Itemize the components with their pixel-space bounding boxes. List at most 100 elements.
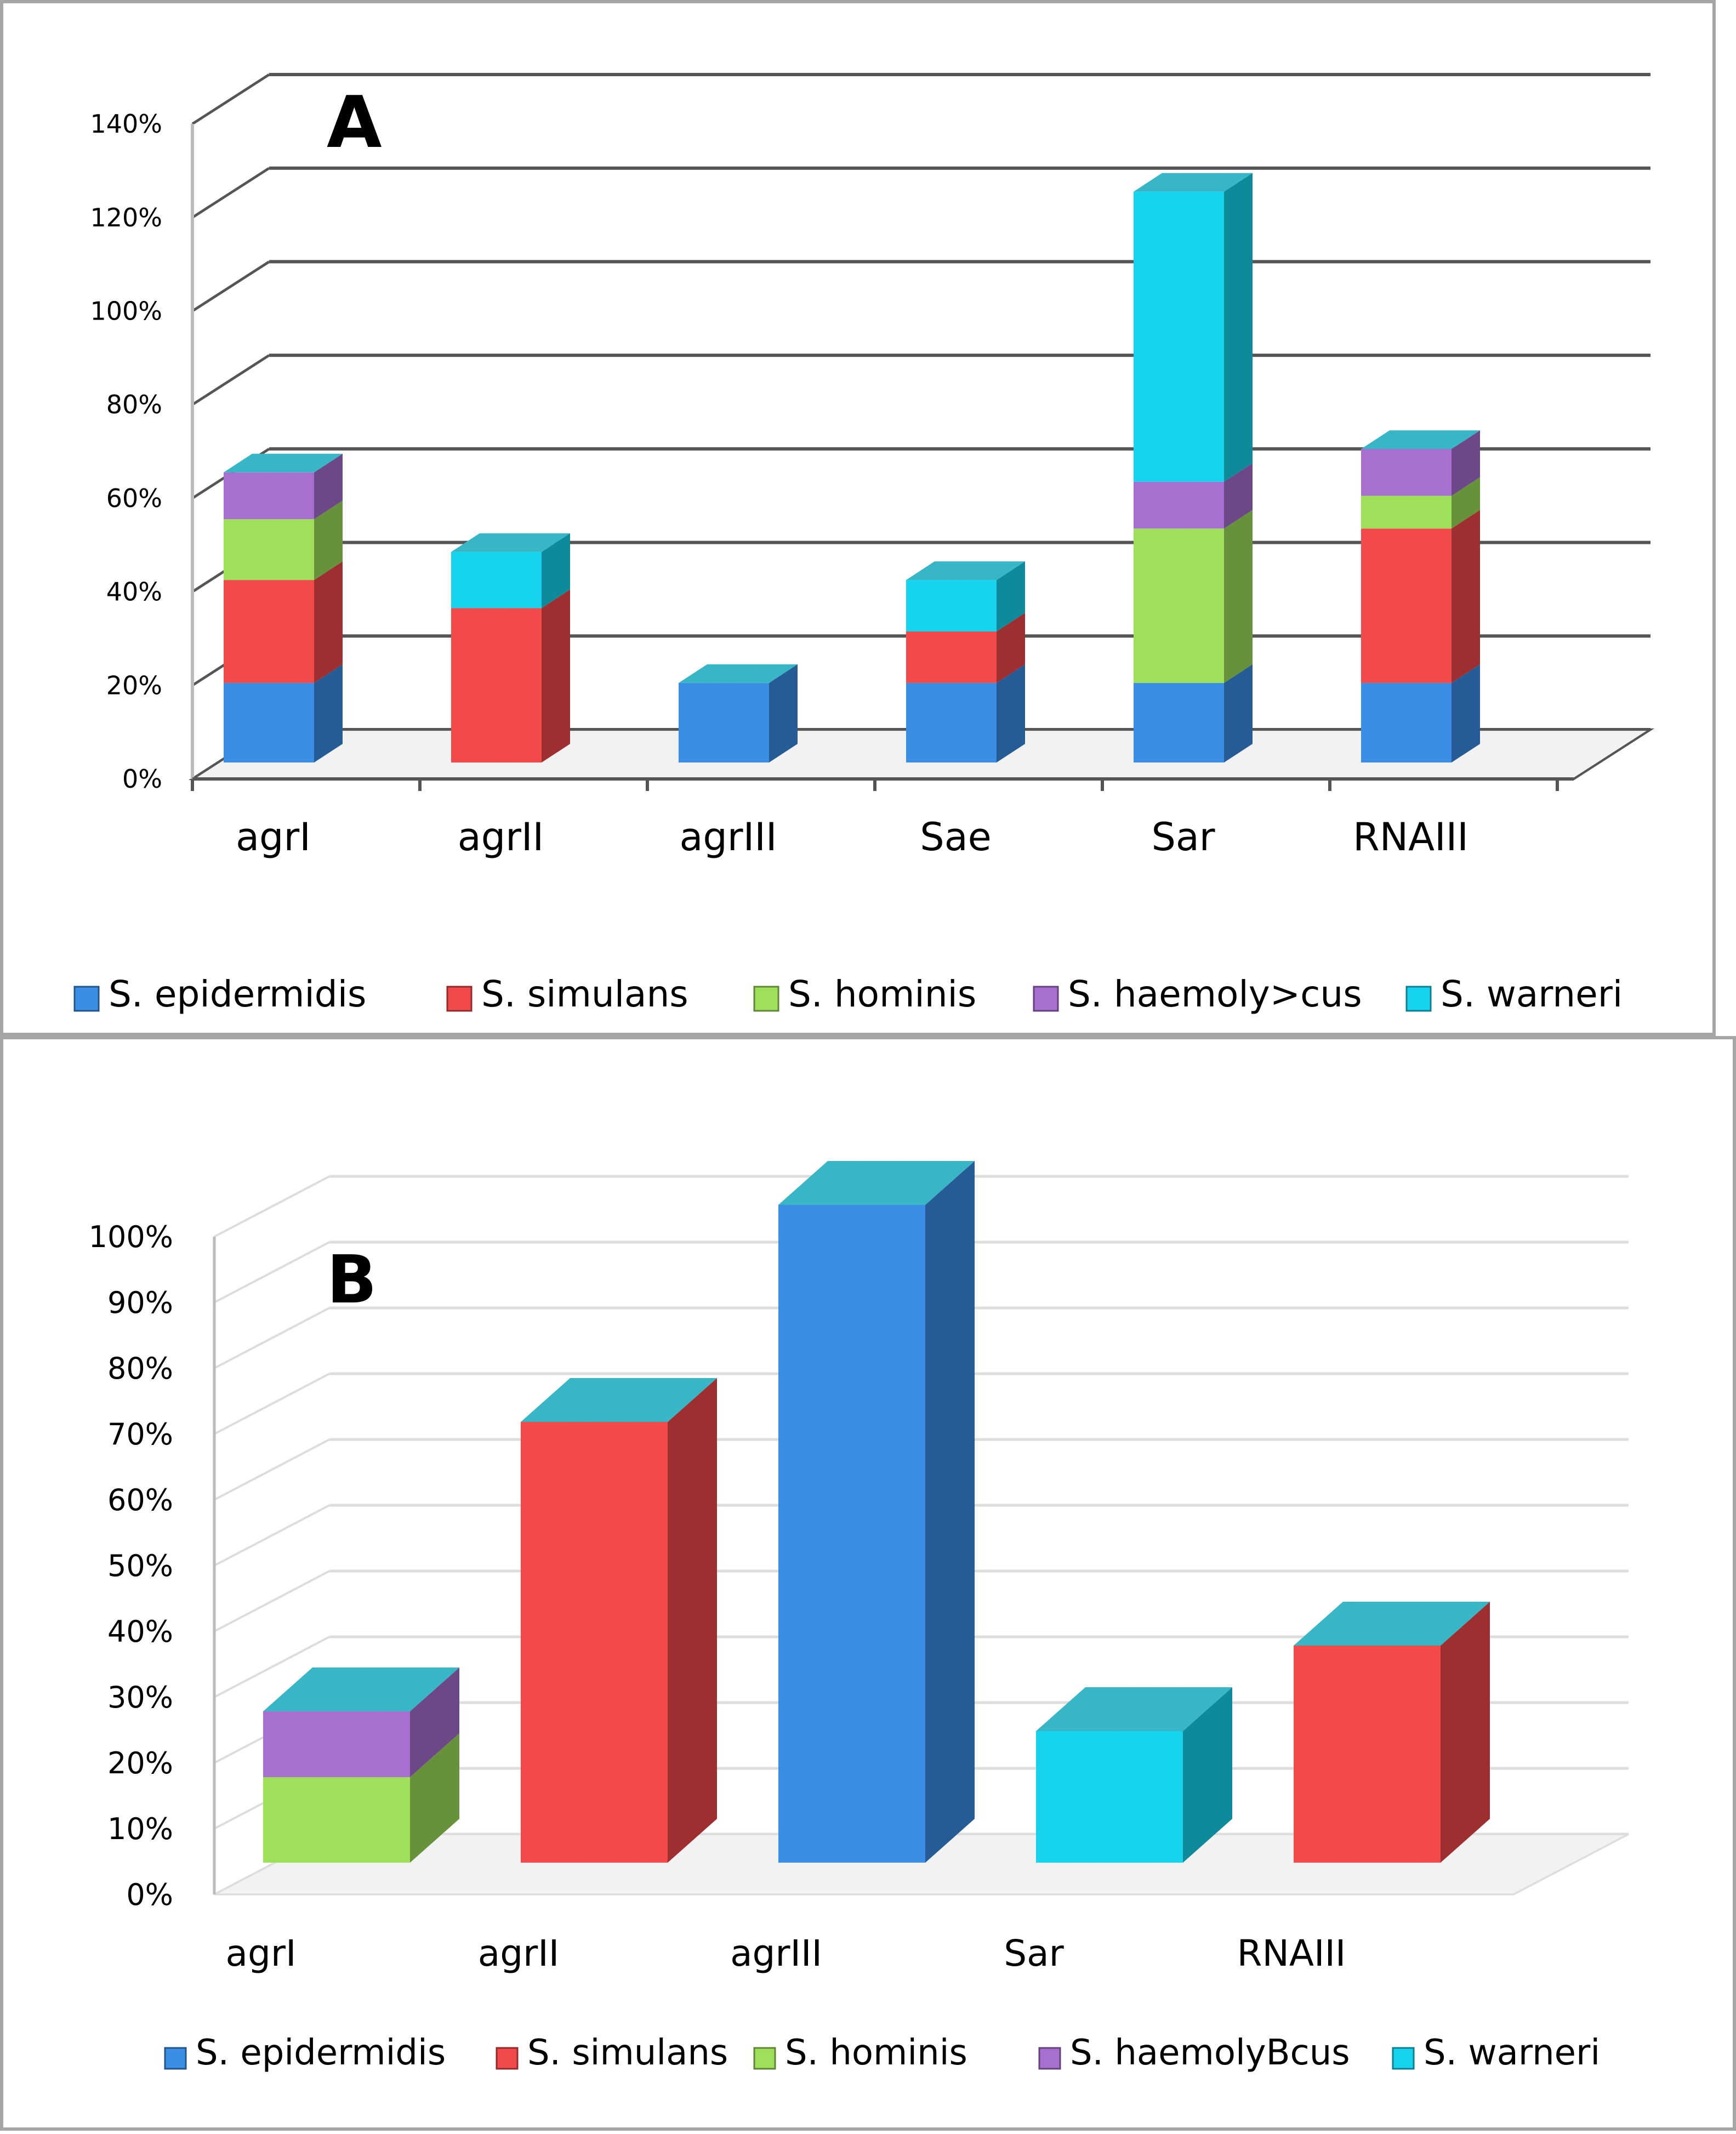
- y-tick-label: 80%: [106, 390, 162, 419]
- x-tick-label: agrII: [458, 815, 544, 860]
- bar-segment-s-haemolyticus-agri: [263, 1668, 459, 1777]
- y-tick-label: 50%: [107, 1549, 173, 1583]
- bar-segment-s-warneri-sar: [1134, 173, 1253, 482]
- chart-b-legend: S. epidermidis S. simulans S. hominis S. ha…: [164, 2033, 1600, 2073]
- bar-segment-s-haemolyticus-rnaiii: [1361, 430, 1480, 496]
- legend-item-s-warneri: S. warneri: [1405, 973, 1623, 1015]
- bar-segment-s-haemolyticus-agri: [224, 453, 343, 520]
- legend-label: S. warneri: [1441, 973, 1623, 1015]
- bar-segment-s-epidermidis-sar: [1134, 664, 1253, 762]
- bar-segment-s-haemolyticus-sar: [1134, 463, 1253, 529]
- legend-swatch: [753, 2047, 776, 2070]
- bar-segment-s-epidermidis-agriii: [778, 1161, 975, 1863]
- bar-top-agriii: [778, 1161, 975, 1205]
- legend-item-s-epidermidis: S. epidermidis: [164, 2033, 446, 2073]
- legend-label: S. epidermidis: [109, 973, 366, 1015]
- legend-swatch: [1405, 986, 1432, 1012]
- bar-segment-s-simulans-rnaiii: [1361, 510, 1480, 683]
- gridline-side: [191, 167, 270, 219]
- bar-segment-s-warneri-sae: [906, 561, 1025, 631]
- y-tick-label: 20%: [107, 1746, 173, 1780]
- panel-label-a: A: [327, 81, 382, 164]
- chart-panel-b: 0% 10% 20% 30% 40% 50% 60% 70% 80% 90% 100% agrI ag…: [0, 1036, 1736, 2131]
- y-tick-label: 80%: [107, 1351, 173, 1386]
- bar-segment-s-hominis-agri: [224, 500, 343, 581]
- bar-segment-s-simulans-agrii: [521, 1378, 717, 1863]
- chart-a-bars: [224, 173, 1480, 762]
- legend-label: S. simulans: [481, 973, 688, 1015]
- x-tick-label: agrIII: [679, 815, 777, 860]
- legend-label: S. warneri: [1424, 2033, 1600, 2073]
- chart-b-x-labels: agrI agrII agrIII Sar RNAIII: [226, 1932, 1346, 1974]
- legend-swatch: [1392, 2047, 1415, 2070]
- bar-segment-s-epidermidis-rnaiii: [1361, 664, 1480, 762]
- chart-panel-a: 0% 20% 40% 60% 80% 100% 120% 140% agrI agrII agrI…: [0, 0, 1716, 1036]
- x-tick-label: RNAIII: [1353, 815, 1469, 860]
- chart-a-y-ticks: 0% 20% 40% 60% 80% 100% 120% 140%: [90, 109, 162, 794]
- bar-top-agrii: [521, 1378, 717, 1422]
- bar-top-sar: [1036, 1687, 1232, 1731]
- gridline-side: [214, 1307, 330, 1369]
- bar-segment-s-warneri-sar: [1036, 1687, 1232, 1863]
- x-tick-label: Sar: [1004, 1932, 1064, 1974]
- y-tick-label: 60%: [107, 1483, 173, 1517]
- gridline-side: [191, 260, 270, 312]
- chart-b-bars: [263, 1161, 1490, 1863]
- legend-swatch: [164, 2047, 187, 2070]
- legend-item-s-epidermidis: S. epidermidis: [73, 973, 366, 1015]
- gridline-side: [214, 1504, 330, 1567]
- y-tick-label: 90%: [107, 1285, 173, 1320]
- gridline-side: [214, 1241, 330, 1304]
- legend-item-s-simulans: S. simulans: [496, 2033, 728, 2073]
- legend-swatch: [496, 2047, 519, 2070]
- y-tick-label: 140%: [90, 109, 162, 139]
- bar-segment-s-simulans-agrii: [451, 589, 570, 762]
- bar-segment-s-hominis-sar: [1134, 510, 1253, 683]
- legend-label: S. epidermidis: [196, 2033, 446, 2073]
- y-tick-label: 100%: [90, 297, 162, 326]
- legend-item-s-haemolyticus: S. haemolyBcus: [1038, 2033, 1350, 2073]
- bar-top-sae: [906, 561, 1025, 581]
- bar-segment-s-warneri-agrii: [451, 533, 570, 608]
- x-tick-label: agrII: [478, 1932, 559, 1974]
- y-tick-label: 0%: [122, 764, 162, 794]
- legend-item-s-warneri: S. warneri: [1392, 2033, 1600, 2073]
- legend-swatch: [1038, 2047, 1061, 2070]
- y-tick-label: 0%: [126, 1877, 173, 1912]
- chart-b-svg: 0%10%20%30%40%50%60%70%80%90%100% agrI ag…: [89, 1161, 1629, 2073]
- bar-segment-s-epidermidis-agri: [224, 664, 343, 762]
- legend-label: S. haemolyBcus: [1070, 2033, 1350, 2073]
- chart-a-legend: S. epidermidis S. simulans S. hominis S. ha…: [73, 973, 1623, 1015]
- bar-segment-s-epidermidis-agriii: [679, 664, 798, 762]
- y-tick-label: 100%: [89, 1220, 173, 1254]
- bar-segment-s-epidermidis-sae: [906, 664, 1025, 762]
- bar-top-agrii: [451, 533, 570, 552]
- chart-a-x-labels: agrI agrII agrIII Sae Sar RNAIII: [236, 815, 1469, 860]
- bar-segment-s-simulans-sae: [906, 613, 1025, 683]
- legend-item-s-hominis: S. hominis: [753, 2033, 967, 2073]
- bar-segment-s-simulans-rnaiii: [1294, 1602, 1490, 1863]
- legend-swatch: [753, 986, 779, 1012]
- legend-label: S. hominis: [788, 973, 976, 1015]
- gridline-side: [214, 1570, 330, 1632]
- bar-segment-s-hominis-agri: [263, 1733, 459, 1863]
- legend-item-s-simulans: S. simulans: [446, 973, 688, 1015]
- legend-item-s-hominis: S. hominis: [753, 973, 976, 1015]
- chart-a-svg: 0%20%40%60%80%100%120%140% agrI agrII agrI…: [73, 73, 1655, 1015]
- x-tick-label: agrI: [226, 1932, 297, 1974]
- bar-top-rnaiii: [1361, 430, 1480, 449]
- gridline-side: [191, 73, 270, 126]
- x-tick-label: Sae: [920, 815, 991, 860]
- x-tick-label: agrI: [236, 815, 311, 860]
- x-tick-label: RNAIII: [1237, 1932, 1346, 1974]
- bar-top-sar: [1134, 173, 1253, 192]
- legend-swatch: [446, 986, 473, 1012]
- legend-label: S. simulans: [527, 2033, 728, 2073]
- legend-label: S. hominis: [785, 2033, 967, 2073]
- gridline-side: [214, 1636, 330, 1698]
- x-tick-label: Sar: [1151, 815, 1215, 860]
- y-tick-label: 20%: [106, 670, 162, 700]
- y-tick-label: 120%: [90, 203, 162, 232]
- legend-label: S. haemoly>cus: [1068, 973, 1362, 1015]
- y-tick-label: 60%: [106, 483, 162, 513]
